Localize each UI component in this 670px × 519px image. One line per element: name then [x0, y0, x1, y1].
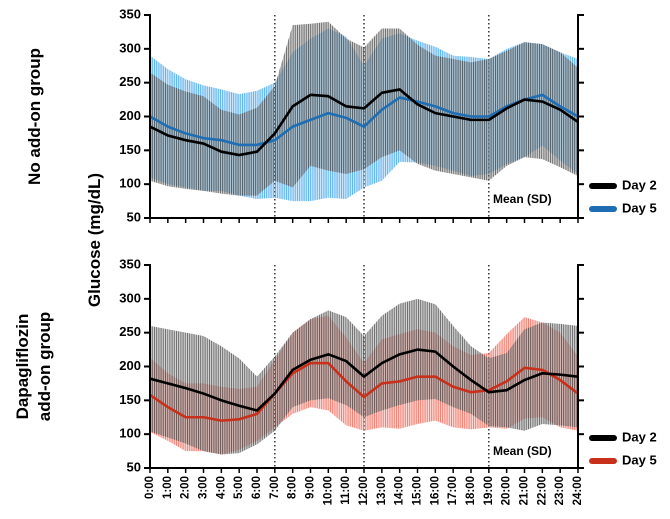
- x-tick-label: 16:00: [429, 476, 441, 505]
- x-tick-label: 13:00: [376, 476, 388, 505]
- x-tick-label: 15:00: [412, 476, 424, 505]
- y-tick-label: 150: [119, 142, 141, 157]
- sd-band-segment: [274, 25, 293, 188]
- x-tick-label: 12:00: [358, 476, 370, 505]
- y-tick-label: 300: [119, 290, 141, 305]
- sd-band-segment: [381, 28, 400, 158]
- sd-band-segment: [310, 310, 329, 401]
- x-tick-label: 18:00: [465, 476, 477, 505]
- y-tick-label: 150: [119, 392, 141, 407]
- y-tick-label: 350: [119, 6, 141, 21]
- legend-label: Day 2: [622, 177, 657, 192]
- x-tick-label: 2:00: [180, 476, 192, 499]
- sd-band-segment: [435, 304, 454, 408]
- x-tick-label: 24:00: [572, 476, 584, 505]
- group-label: add-on group: [35, 312, 54, 422]
- legend-label: Day 5: [622, 452, 657, 467]
- y-tick-label: 50: [127, 209, 141, 224]
- x-tick-label: 0:00: [144, 476, 156, 499]
- x-tick-label: 3:00: [198, 476, 210, 499]
- y-tick-label: 200: [119, 358, 141, 373]
- annotation: Mean (SD): [493, 192, 552, 206]
- sd-band-segment: [292, 319, 311, 408]
- sd-band-segment: [239, 107, 257, 196]
- sd-band-segment: [239, 358, 257, 454]
- y-tick-label: 100: [119, 426, 141, 441]
- x-tick-label: 21:00: [519, 476, 531, 505]
- sd-band-segment: [328, 21, 347, 175]
- annotation: Mean (SD): [493, 444, 552, 458]
- x-tick-label: 22:00: [536, 476, 548, 505]
- mean-line: [150, 348, 578, 412]
- mean-line: [150, 361, 578, 422]
- legend-label: Day 5: [622, 200, 657, 215]
- x-tick-label: 14:00: [394, 476, 406, 505]
- x-tick-label: 20:00: [501, 476, 513, 505]
- sd-band-segment: [364, 315, 382, 418]
- sd-band-segment: [488, 50, 507, 181]
- sd-band-segment: [560, 52, 578, 177]
- group-label: No add-on group: [25, 48, 44, 185]
- sd-band-segment: [203, 96, 222, 194]
- x-tick-label: 17:00: [447, 476, 459, 505]
- x-tick-label: 5:00: [233, 476, 245, 499]
- x-tick-label: 11:00: [340, 476, 352, 505]
- x-tick-label: 8:00: [287, 476, 299, 499]
- y-tick-label: 300: [119, 40, 141, 55]
- sd-band-segment: [150, 72, 168, 187]
- x-tick-label: 6:00: [251, 476, 263, 499]
- mean-line: [150, 88, 578, 157]
- x-tick-label: 23:00: [554, 476, 566, 505]
- mean-line: [150, 93, 578, 147]
- y-tick-label: 100: [119, 176, 141, 191]
- legend-label: Day 2: [622, 429, 657, 444]
- y-axis-label: Glucose (mg/dL): [85, 173, 104, 307]
- group-label: Dapagliflozin: [13, 314, 32, 420]
- y-tick-label: 350: [119, 256, 141, 271]
- x-tick-label: 10:00: [322, 476, 334, 505]
- sd-band-segment: [221, 346, 240, 455]
- y-tick-label: 250: [119, 74, 141, 89]
- y-tick-label: 200: [119, 108, 141, 123]
- x-tick-label: 1:00: [162, 476, 174, 499]
- sd-band-segment: [506, 329, 525, 431]
- sd-band-segment: [292, 23, 311, 188]
- x-tick-label: 7:00: [269, 476, 281, 499]
- x-tick-label: 4:00: [215, 476, 227, 499]
- y-tick-label: 250: [119, 324, 141, 339]
- x-tick-label: 19:00: [483, 476, 495, 505]
- sd-band-segment: [203, 336, 222, 455]
- y-tick-label: 50: [127, 459, 141, 474]
- x-tick-label: 9:00: [305, 476, 317, 499]
